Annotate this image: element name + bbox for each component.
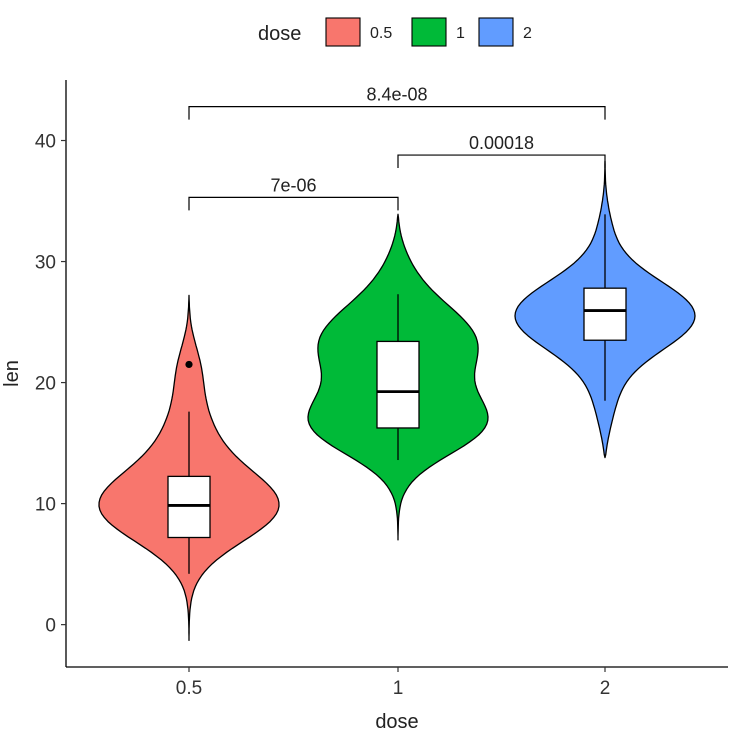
y-tick-label: 40 bbox=[35, 132, 56, 153]
p-value-label: 7e-06 bbox=[270, 175, 316, 195]
x-axis-title: dose bbox=[375, 711, 418, 733]
y-tick-label: 10 bbox=[35, 495, 56, 516]
bracket-0.5-2 bbox=[188, 106, 606, 120]
p-value-label: 8.4e-08 bbox=[366, 85, 427, 105]
y-tick-label: 20 bbox=[35, 374, 56, 395]
p-value-label: 0.00018 bbox=[469, 133, 534, 153]
bracket-1-2 bbox=[397, 154, 606, 169]
x-tick-label: 2 bbox=[600, 678, 611, 699]
box-2 bbox=[583, 287, 627, 341]
legend-label-1: 1 bbox=[456, 25, 465, 42]
bracket-0.5-1 bbox=[188, 196, 399, 211]
box-0.5 bbox=[167, 475, 211, 539]
boxplots bbox=[167, 214, 627, 574]
x-tick-label: 1 bbox=[393, 678, 404, 699]
legend-title: dose bbox=[258, 23, 301, 45]
y-tick-label: 30 bbox=[35, 253, 56, 274]
box-1 bbox=[376, 340, 420, 429]
legend-key-1 bbox=[411, 17, 447, 47]
outlier-point bbox=[185, 360, 193, 369]
legend-label-2: 2 bbox=[523, 25, 532, 42]
comparison-brackets: 7e-06 0.00018 8.4e-08 bbox=[188, 85, 606, 211]
legend: dose 0.5 1 2 bbox=[258, 17, 532, 47]
axes: 0 10 20 30 40 0.5 1 2 dose len bbox=[1, 80, 728, 733]
legend-key-0.5 bbox=[325, 17, 361, 47]
legend-label-0.5: 0.5 bbox=[370, 25, 392, 42]
y-tick-label: 0 bbox=[45, 616, 56, 637]
x-tick-label: 0.5 bbox=[176, 678, 202, 699]
y-axis-title: len bbox=[1, 360, 23, 387]
legend-key-2 bbox=[478, 17, 514, 47]
